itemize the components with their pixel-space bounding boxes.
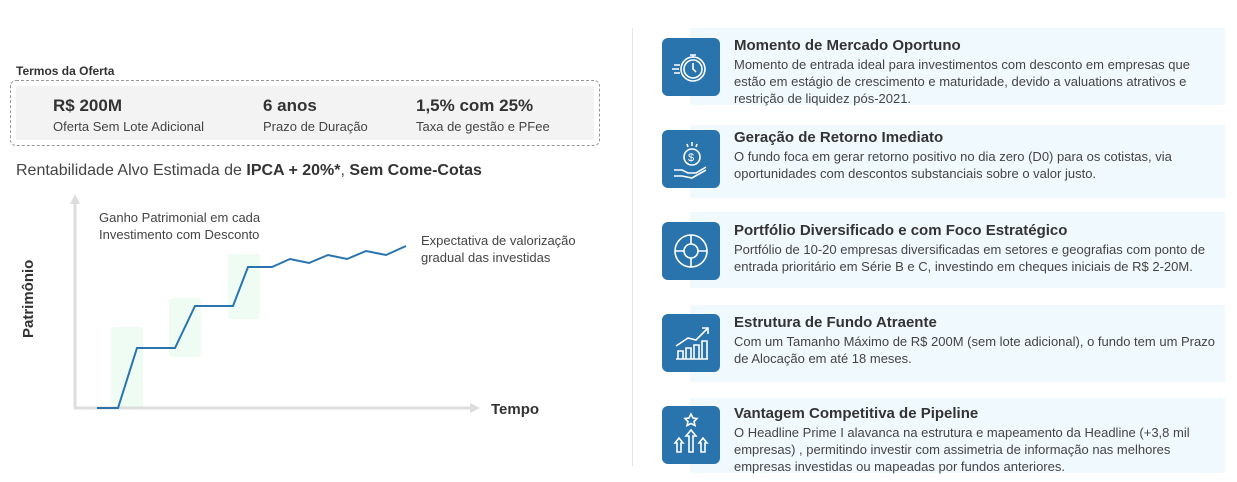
card-market-timing (690, 28, 1225, 105)
card-title: Estrutura de Fundo Atraente (734, 314, 937, 331)
annotation-expectation: Expectativa de valorização gradual das in… (421, 232, 576, 266)
highlight-1 (111, 327, 143, 408)
term-size: R$ 200M Oferta Sem Lote Adicional (53, 96, 204, 134)
card-diversified (690, 212, 1225, 288)
annotation-gain: Ganho Patrimonial em cada Investimento co… (99, 209, 260, 243)
card-title: Portfólio Diversificado e com Foco Estra… (734, 222, 1068, 239)
card-title: Geração de Retorno Imediato (734, 129, 944, 146)
card-fund-structure (690, 305, 1225, 382)
y-axis-arrow (70, 194, 80, 204)
arrows-up-star-icon (662, 406, 720, 464)
card-text: Portfólio de 10-20 empresas diversificad… (734, 242, 1206, 274)
svg-text:$: $ (688, 152, 694, 164)
heading-sep: , (340, 162, 350, 179)
annotation-line: Expectativa de valorização (421, 233, 576, 248)
annotation-line: Ganho Patrimonial em cada (99, 210, 261, 225)
highlight-3 (228, 254, 260, 319)
pie-coin-icon (662, 222, 720, 280)
target-return-heading: Rentabilidade Alvo Estimada de IPCA + 20… (16, 162, 482, 180)
heading-ipca: IPCA + 20%* (246, 162, 341, 179)
term-value: R$ 200M (53, 96, 122, 115)
y-axis-label: Patrimônio (20, 259, 37, 338)
card-text: Com um Tamanho Máximo de R$ 200M (sem lo… (734, 334, 1215, 366)
card-text: O Headline Prime I alavanca na estrutura… (734, 425, 1190, 474)
growth-chart-icon (662, 314, 720, 372)
annotation-line: gradual das investidas (421, 250, 551, 265)
term-label: Oferta Sem Lote Adicional (53, 119, 205, 134)
terms-panel (16, 86, 594, 140)
x-axis-arrow (470, 403, 480, 413)
divider (632, 28, 633, 466)
annotation-line: Investimento com Desconto (99, 227, 260, 242)
term-label: Taxa de gestão e PFee (416, 119, 550, 134)
card-immediate-return (690, 125, 1225, 198)
growth-line (97, 245, 407, 409)
heading-no-come-cotas: Sem Come-Cotas (349, 162, 482, 179)
term-fee: 1,5% com 25% Taxa de gestão e PFee (416, 96, 550, 134)
card-content: Vantagem Competitiva de Pipeline O Headli… (734, 405, 1224, 475)
card-title: Momento de Mercado Oportuno (734, 37, 961, 54)
card-title: Vantagem Competitiva de Pipeline (734, 405, 979, 422)
card-content: Estrutura de Fundo Atraente Com um Tamanh… (734, 314, 1224, 367)
card-content: Portfólio Diversificado e com Foco Estra… (734, 222, 1224, 275)
term-label: Prazo de Duração (263, 119, 368, 134)
card-text: Momento de entrada ideal para investimen… (734, 57, 1190, 106)
terms-label: Termos da Oferta (16, 64, 115, 78)
card-content: Momento de Mercado Oportuno Momento de en… (734, 37, 1224, 107)
heading-prefix: Rentabilidade Alvo Estimada de (16, 162, 247, 179)
term-duration: 6 anos Prazo de Duração (263, 96, 368, 134)
growth-diagram (70, 194, 480, 413)
card-pipeline (690, 398, 1225, 473)
term-value: 6 anos (263, 96, 317, 115)
terms-box (10, 80, 600, 146)
card-text: O fundo foca em gerar retorno positivo n… (734, 149, 1172, 181)
stopwatch-icon (662, 38, 720, 96)
term-value: 1,5% com 25% (416, 96, 534, 115)
card-content: Geração de Retorno Imediato O fundo foca … (734, 129, 1224, 182)
x-axis-label: Tempo (491, 401, 540, 418)
hand-coin-icon: $ (662, 130, 720, 188)
